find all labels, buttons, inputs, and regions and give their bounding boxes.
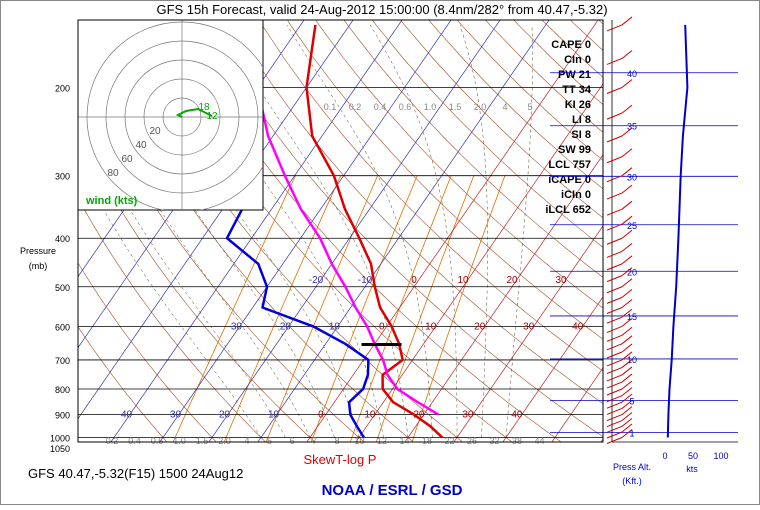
mixing-ratio-label: 22 (444, 436, 454, 446)
index-cape: CAPE 0 (551, 39, 591, 51)
credit: NOAA / ESRL / GSD (322, 482, 463, 499)
mixing-ratio-label: 0.2 (106, 436, 119, 446)
wind-speed-tick: 50 (688, 451, 698, 461)
mixing-ratio-label: 2.0 (474, 102, 487, 112)
pressure-tick-label: 600 (55, 322, 70, 332)
altitude-axis-label: Press Alt. (613, 462, 651, 472)
altitude-tick-label: 15 (627, 312, 637, 322)
index-icin: iCIn 0 (561, 189, 591, 201)
mixing-ratio-label: 1.0 (424, 102, 437, 112)
mixing-ratio-label: 8 (334, 436, 339, 446)
isotherm-label: 0 (411, 275, 417, 286)
altitude-tick-label: 20 (627, 267, 637, 277)
mixing-ratio-label: 1.5 (449, 102, 462, 112)
index-tt: TT 34 (562, 84, 592, 96)
isotherm-label: 10 (457, 275, 469, 286)
mixing-ratio-label: 38 (512, 436, 522, 446)
wind-speed-axis-label: kts (686, 464, 698, 474)
isotherm-label: -40 (118, 410, 133, 421)
wind-speed-tick: 0 (662, 451, 667, 461)
mixing-ratio-label: 12 (377, 436, 387, 446)
hodograph-ring-label: 20 (149, 126, 161, 137)
pressure-tick-label: 300 (55, 172, 70, 182)
isotherm-label: -10 (326, 322, 341, 333)
mixing-ratio-label: 5 (267, 436, 272, 446)
isotherm-label: 30 (523, 322, 535, 333)
index-icape: iCAPE 0 (548, 174, 591, 186)
isotherm-label: 0 (379, 322, 385, 333)
mixing-ratio-label: 2.0 (218, 436, 231, 446)
y-axis-units: (mb) (29, 261, 48, 271)
mixing-ratio-label: 4 (244, 436, 249, 446)
pressure-tick-label: 400 (55, 234, 70, 244)
mixing-ratio-label: 6 (289, 436, 294, 446)
hodograph-ring-label: 40 (135, 140, 147, 151)
isotherm-label: -20 (309, 275, 324, 286)
altitude-axis-units: (Kft.) (622, 476, 642, 486)
hodograph-title: wind (kts) (85, 195, 138, 207)
isotherm-label: 40 (511, 410, 523, 421)
index-ilcl: iLCL 652 (545, 204, 591, 216)
wind-speed-tick: 100 (713, 451, 728, 461)
mixing-ratio-label: 7 (312, 436, 317, 446)
isotherm-label: -20 (277, 322, 292, 333)
mixing-ratio-label: 0.2 (349, 102, 362, 112)
index-li: LI 8 (572, 114, 591, 126)
pressure-tick-label: 900 (55, 411, 70, 421)
isotherm-label: 30 (555, 275, 567, 286)
index-sw: SW 99 (558, 144, 591, 156)
isotherm-label: 20 (474, 322, 486, 333)
pressure-tick-label: 500 (55, 283, 70, 293)
pressure-tick-label: 1050 (50, 444, 70, 454)
mixing-ratio-label: 0.1 (324, 102, 337, 112)
pressure-tick-label: 800 (55, 385, 70, 395)
hodograph-wind-label: 12 (206, 111, 218, 122)
mixing-ratio-label: 44 (534, 436, 544, 446)
isotherm-label: 40 (572, 322, 584, 333)
altitude-tick-label: 25 (627, 221, 637, 231)
mixing-ratio-label: 0.6 (399, 102, 412, 112)
isotherm-label: -30 (167, 410, 182, 421)
y-axis-title: Pressure (20, 246, 56, 256)
mixing-ratio-label: 10 (354, 436, 364, 446)
isotherm-label: -10 (358, 275, 373, 286)
isotherm-label: 20 (506, 275, 518, 286)
x-axis-title: SkewT-log P (304, 452, 377, 467)
pressure-tick-label: 1000 (50, 434, 70, 444)
isotherm-label: 20 (413, 410, 425, 421)
isotherm-label: 10 (364, 410, 376, 421)
mixing-ratio-label: 26 (467, 436, 477, 446)
chart-title: GFS 15h Forecast, valid 24-Aug-2012 15:0… (156, 2, 607, 17)
mixing-ratio-label: 4 (502, 102, 507, 112)
mixing-ratio-label: 32 (489, 436, 499, 446)
isotherm-label: -20 (216, 410, 231, 421)
mixing-ratio-label: 5 (527, 102, 532, 112)
isotherm-label: 0 (318, 410, 324, 421)
altitude-tick-label: 30 (627, 172, 637, 182)
isotherm-label: -30 (228, 322, 243, 333)
isotherm-label: -10 (265, 410, 280, 421)
mixing-ratio-label: 18 (422, 436, 432, 446)
chart-subtitle: GFS 40.47,-5.32(F15) 1500 24Aug12 (28, 466, 243, 481)
index-cin: CIn 0 (564, 54, 591, 66)
mixing-ratio-label: 1.0 (173, 436, 186, 446)
isotherm-label: 10 (425, 322, 437, 333)
isotherm-label: 30 (462, 410, 474, 421)
hodograph-ring-label: 60 (121, 154, 133, 165)
mixing-ratio-label: 14 (399, 436, 409, 446)
mixing-ratio-label: 0.6 (151, 436, 164, 446)
mixing-ratio-label: 1.5 (196, 436, 209, 446)
mixing-ratio-label: 0.4 (374, 102, 387, 112)
pressure-tick-label: 200 (55, 84, 70, 94)
index-ki: KI 26 (565, 99, 591, 111)
index-lcl: LCL 757 (548, 159, 591, 171)
hodograph-ring-label: 80 (107, 168, 119, 179)
pressure-tick-label: 700 (55, 356, 70, 366)
index-si: SI 8 (571, 129, 591, 141)
altitude-tick-label: 40 (627, 69, 637, 79)
mixing-ratio-label: 0.4 (128, 436, 141, 446)
index-pw: PW 21 (558, 69, 591, 81)
